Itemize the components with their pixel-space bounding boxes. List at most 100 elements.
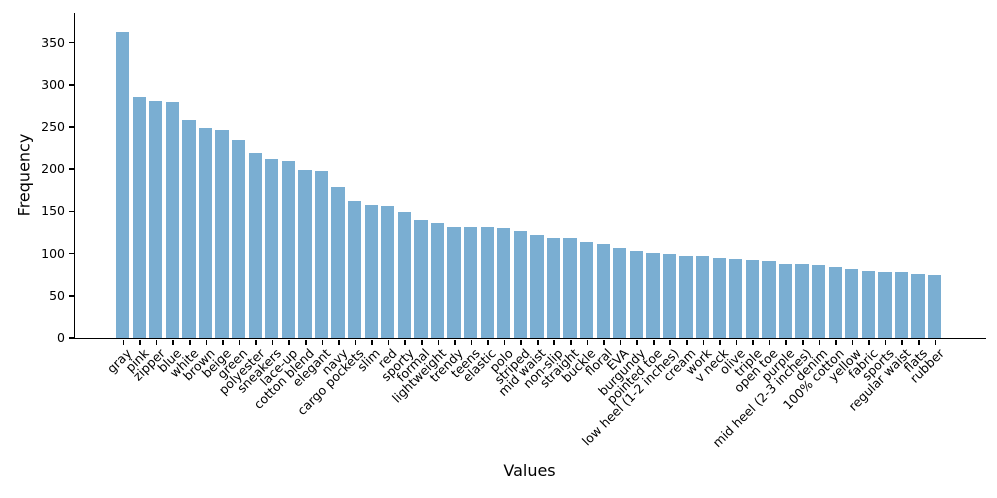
y-tick-mark	[69, 294, 74, 297]
x-tick-mark	[669, 339, 672, 345]
x-tick-mark	[868, 339, 870, 345]
bar	[430, 223, 445, 338]
x-tick-mark	[884, 339, 887, 345]
x-tick-mark	[636, 339, 638, 345]
y-tick-mark	[69, 168, 74, 170]
bar	[679, 256, 693, 338]
x-axis-label: Values	[503, 461, 556, 480]
bar	[745, 260, 759, 338]
x-tick-mark	[321, 339, 324, 345]
bar	[132, 97, 146, 338]
x-tick-mark	[338, 339, 340, 345]
y-tick-mark	[69, 210, 74, 213]
x-tick-mark	[487, 339, 489, 345]
bar	[911, 273, 925, 338]
bar	[215, 129, 229, 338]
x-tick-mark	[818, 339, 821, 345]
y-tick-label: 0	[57, 329, 65, 345]
bar	[182, 120, 196, 338]
bar	[579, 241, 594, 338]
x-tick-mark	[255, 339, 257, 345]
x-tick-mark	[719, 339, 721, 345]
x-tick-mark	[188, 339, 191, 345]
y-tick-mark	[69, 83, 74, 86]
bar	[480, 227, 494, 338]
y-tick-label: 350	[41, 34, 65, 50]
y-tick-mark	[69, 252, 74, 255]
bar	[331, 186, 345, 338]
plot-area	[74, 13, 986, 339]
bar	[248, 153, 262, 338]
y-tick-label: 50	[49, 287, 65, 303]
bar	[198, 127, 213, 338]
x-tick-mark	[752, 339, 754, 345]
x-tick-mark	[470, 339, 473, 345]
x-tick-mark	[603, 339, 605, 345]
x-tick-mark	[735, 339, 738, 345]
bar	[729, 258, 743, 338]
bar	[629, 251, 643, 338]
bar	[314, 170, 329, 338]
x-tick-mark	[172, 339, 174, 345]
y-tick-mark	[69, 126, 74, 128]
x-tick-mark	[686, 339, 688, 345]
x-tick-mark	[437, 339, 440, 345]
bar	[149, 100, 163, 338]
x-tick-mark	[901, 339, 904, 345]
x-tick-mark	[536, 339, 539, 345]
bar	[811, 265, 826, 338]
bar	[232, 140, 246, 338]
bar	[878, 272, 892, 338]
x-tick-mark	[371, 339, 373, 345]
bar	[662, 253, 677, 338]
bar	[563, 238, 577, 338]
bar	[497, 228, 511, 338]
bar	[348, 201, 362, 338]
bar	[546, 237, 561, 338]
x-tick-mark	[652, 339, 655, 345]
x-tick-mark	[851, 339, 854, 345]
x-tick-mark	[570, 339, 572, 345]
bar	[845, 268, 859, 338]
bar	[298, 170, 312, 338]
x-tick-mark	[702, 339, 705, 345]
x-tick-mark	[205, 339, 208, 345]
x-tick-mark	[304, 339, 307, 345]
x-tick-mark	[420, 339, 423, 345]
x-tick-mark	[785, 339, 788, 345]
x-tick-mark	[288, 339, 290, 345]
bar	[646, 252, 660, 338]
bar	[463, 226, 478, 338]
bar	[265, 159, 279, 338]
bar	[165, 102, 180, 338]
x-tick-mark	[404, 339, 406, 345]
y-tick-label: 250	[41, 118, 65, 134]
x-tick-mark	[139, 339, 141, 345]
x-tick-mark	[271, 339, 274, 345]
x-tick-mark	[619, 339, 622, 345]
x-tick-mark	[354, 339, 357, 345]
bar	[613, 247, 627, 338]
x-tick-mark	[835, 339, 837, 345]
x-tick-mark	[586, 339, 589, 345]
bar	[414, 219, 428, 338]
bar	[381, 206, 395, 338]
bar	[762, 261, 776, 338]
x-tick-mark	[520, 339, 522, 345]
bar	[894, 272, 909, 338]
x-tick-mark	[918, 339, 920, 345]
x-tick-mark	[222, 339, 224, 345]
bar	[828, 267, 842, 338]
y-tick-label: 100	[41, 245, 65, 261]
bar	[530, 235, 544, 338]
bar	[712, 257, 726, 338]
bar	[778, 263, 793, 338]
y-tick-label: 200	[41, 160, 65, 176]
bar	[861, 271, 875, 338]
y-tick-mark	[69, 41, 74, 44]
bar	[795, 263, 809, 338]
bar	[513, 230, 527, 338]
x-tick-mark	[387, 339, 390, 345]
x-tick-mark	[122, 339, 125, 345]
